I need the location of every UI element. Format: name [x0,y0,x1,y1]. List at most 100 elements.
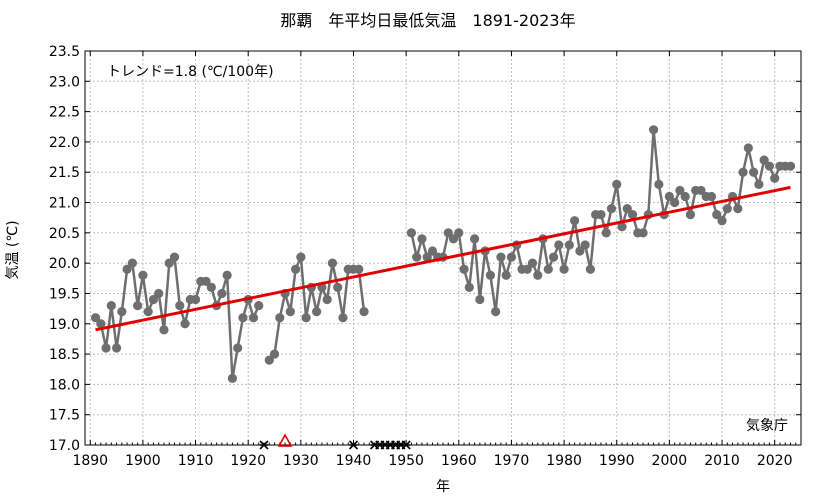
data-point [101,343,111,353]
data-point [601,228,611,238]
data-point [106,300,116,311]
data-point [596,210,606,220]
station-change-marker [348,440,359,450]
data-point [627,210,638,220]
x-tick-label: 1970 [494,453,530,469]
data-point [706,191,717,202]
data-point [612,179,622,189]
data-point [96,319,106,329]
data-point [485,270,495,280]
data-point [175,300,185,311]
data-point [159,325,169,335]
data-point [496,252,506,262]
data-point [580,240,590,250]
data-point [749,167,759,177]
data-point [670,197,680,208]
series-points [90,125,796,383]
y-axis-label: 気温 (℃) [5,220,21,279]
y-tick-label: 23.0 [49,74,80,90]
data-point [733,204,743,214]
data-point [638,228,648,238]
data-point [448,234,459,244]
data-point [501,270,511,280]
y-tick-label: 17.5 [49,408,80,424]
station-change-marker [401,440,411,450]
data-point [206,282,216,292]
data-point [417,234,427,244]
data-point [327,258,338,268]
data-point [575,246,585,256]
data-point [201,276,211,286]
data-point [122,264,132,274]
y-tick-label: 18.0 [49,377,80,393]
y-tick-label: 22.0 [49,135,80,151]
trend-line [95,185,791,332]
data-point [127,258,137,268]
chart-title: 那覇 年平均日最低気温 1891-2023年 [280,11,575,30]
data-point [443,228,453,238]
data-point [675,185,685,196]
x-axis-label: 年 [436,479,450,495]
data-point [312,307,322,317]
data-point [664,191,674,202]
data-point [275,313,285,323]
data-point [233,343,243,353]
data-point [622,204,632,214]
data-point [454,228,464,238]
data-point [412,252,422,262]
x-tick-label: 1900 [125,453,161,469]
data-point [264,355,274,365]
x-tick-label: 2000 [652,453,688,469]
data-point [217,288,227,299]
x-tick-label: 1920 [230,453,266,469]
data-point [764,161,775,171]
data-point [111,343,122,353]
data-point [564,240,574,250]
data-point [469,234,480,244]
y-tick-label: 21.5 [49,165,80,181]
data-point [654,179,664,189]
data-point [190,294,201,305]
source-label: 気象庁 [746,418,788,434]
data-point [648,125,659,135]
data-point [743,143,753,153]
data-point [522,264,532,274]
data-point [290,264,301,274]
data-point [333,282,343,292]
data-point [143,307,153,317]
data-point [464,282,474,292]
y-tick-label: 22.5 [49,105,80,121]
data-point [543,264,553,274]
data-point [722,204,732,214]
data-point [617,222,627,232]
y-tick-label: 21.0 [49,196,80,212]
plot-frame [84,50,802,446]
x-tick-label: 1890 [72,453,108,469]
data-point [685,210,696,220]
x-tick-label: 1910 [178,453,214,469]
data-point [180,319,190,329]
data-point [338,313,348,323]
y-tick-label: 20.0 [49,256,80,272]
data-point [459,264,469,274]
y-tick-label: 19.5 [49,286,80,302]
data-point [570,216,580,226]
data-point [117,307,127,317]
data-point [354,264,364,274]
y-tick-label: 19.0 [49,317,80,333]
x-tick-label: 2010 [704,453,740,469]
trend-annotation: トレンド=1.8 (℃/100年) [107,64,274,80]
y-axis-ticks: 17.0 17.5 18.0 18.5 19.0 19.5 20.0 20.5 21.0 21.5… [49,44,801,454]
y-tick-label: 17.0 [49,438,80,454]
x-tick-label: 1930 [283,453,319,469]
data-point [254,300,264,311]
data-point [606,204,617,214]
station-change-marker [259,440,269,450]
x-axis-ticks: 1890 1900 1910 1920 1930 1940 1950 1960 1970 1980… [72,51,802,469]
x-tick-label: 1940 [336,453,372,469]
data-point [717,216,727,226]
data-point [164,258,174,268]
data-point [559,264,569,274]
data-point [138,270,148,280]
